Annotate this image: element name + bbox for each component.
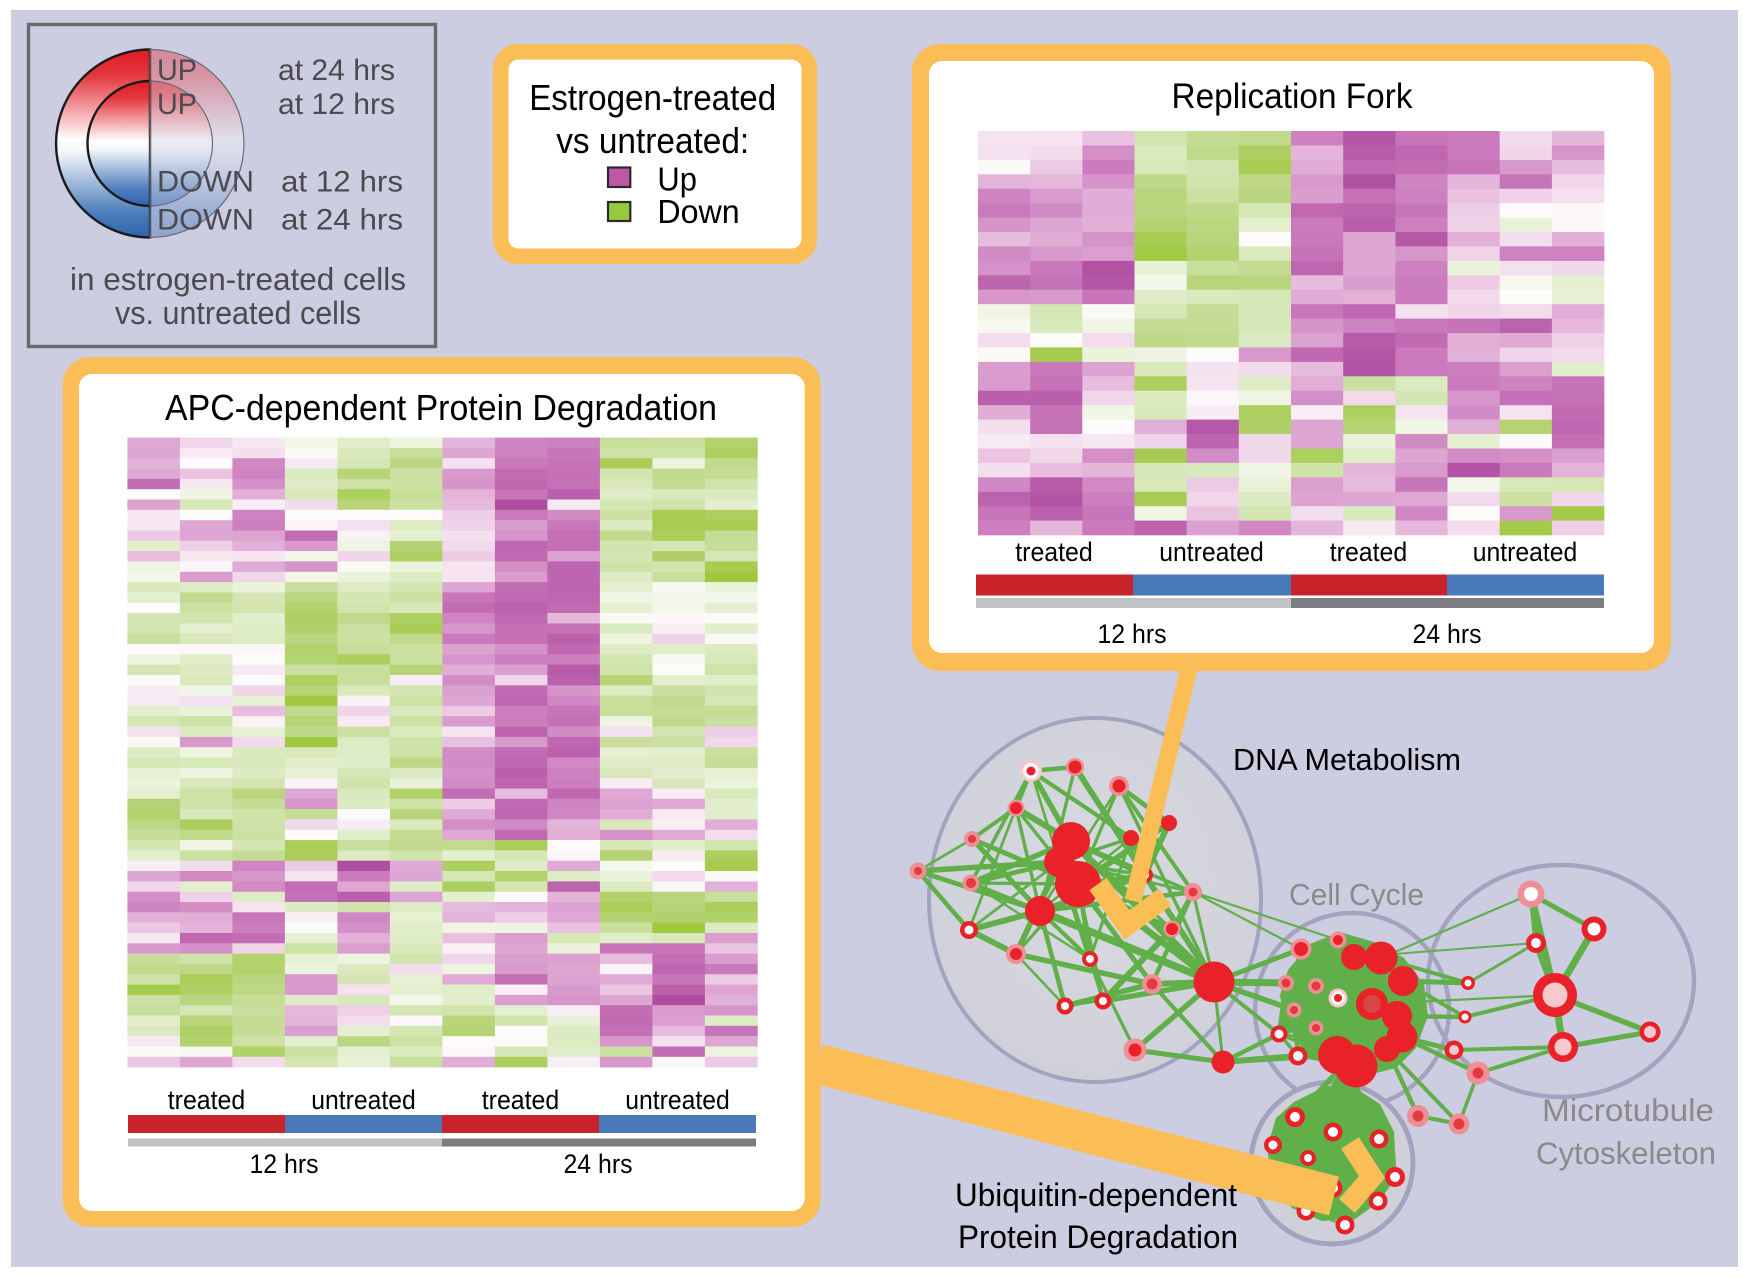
- svg-text:vs. untreated cells: vs. untreated cells: [115, 295, 361, 331]
- svg-text:in estrogen-treated cells: in estrogen-treated cells: [70, 261, 406, 297]
- svg-text:Up: Up: [657, 160, 697, 197]
- svg-text:24 hrs: 24 hrs: [564, 1149, 633, 1179]
- svg-text:DOWN: DOWN: [157, 204, 254, 237]
- svg-text:treated: treated: [1330, 537, 1408, 567]
- svg-text:untreated: untreated: [1473, 537, 1578, 567]
- svg-text:untreated: untreated: [1159, 537, 1264, 567]
- svg-text:Down: Down: [657, 193, 739, 230]
- svg-text:at 12 hrs: at 12 hrs: [278, 88, 395, 121]
- svg-text:untreated: untreated: [625, 1085, 730, 1115]
- svg-text:DOWN: DOWN: [157, 166, 254, 199]
- svg-text:treated: treated: [482, 1085, 560, 1115]
- svg-text:DNA Metabolism: DNA Metabolism: [1233, 742, 1461, 777]
- svg-text:at 12 hrs: at 12 hrs: [281, 166, 403, 199]
- svg-text:Microtubule: Microtubule: [1542, 1092, 1714, 1128]
- svg-text:Cytoskeleton: Cytoskeleton: [1536, 1135, 1716, 1171]
- svg-text:Protein Degradation: Protein Degradation: [958, 1219, 1238, 1255]
- svg-text:APC-dependent Protein Degradat: APC-dependent Protein Degradation: [165, 387, 717, 428]
- svg-text:12 hrs: 12 hrs: [1098, 619, 1167, 649]
- svg-text:untreated: untreated: [311, 1085, 416, 1115]
- svg-text:24 hrs: 24 hrs: [1413, 619, 1482, 649]
- svg-text:12 hrs: 12 hrs: [250, 1149, 319, 1179]
- svg-text:Estrogen-treated: Estrogen-treated: [529, 77, 776, 118]
- svg-text:UP: UP: [157, 54, 197, 87]
- svg-text:vs untreated:: vs untreated:: [556, 120, 749, 161]
- svg-text:treated: treated: [1015, 537, 1093, 567]
- svg-text:treated: treated: [168, 1085, 246, 1115]
- svg-text:at 24 hrs: at 24 hrs: [278, 54, 395, 87]
- svg-text:Replication Fork: Replication Fork: [1172, 76, 1413, 116]
- svg-text:at 24 hrs: at 24 hrs: [281, 204, 403, 237]
- svg-text:UP: UP: [157, 88, 197, 121]
- svg-text:Ubiquitin-dependent: Ubiquitin-dependent: [955, 1177, 1237, 1213]
- svg-text:Cell Cycle: Cell Cycle: [1289, 877, 1424, 912]
